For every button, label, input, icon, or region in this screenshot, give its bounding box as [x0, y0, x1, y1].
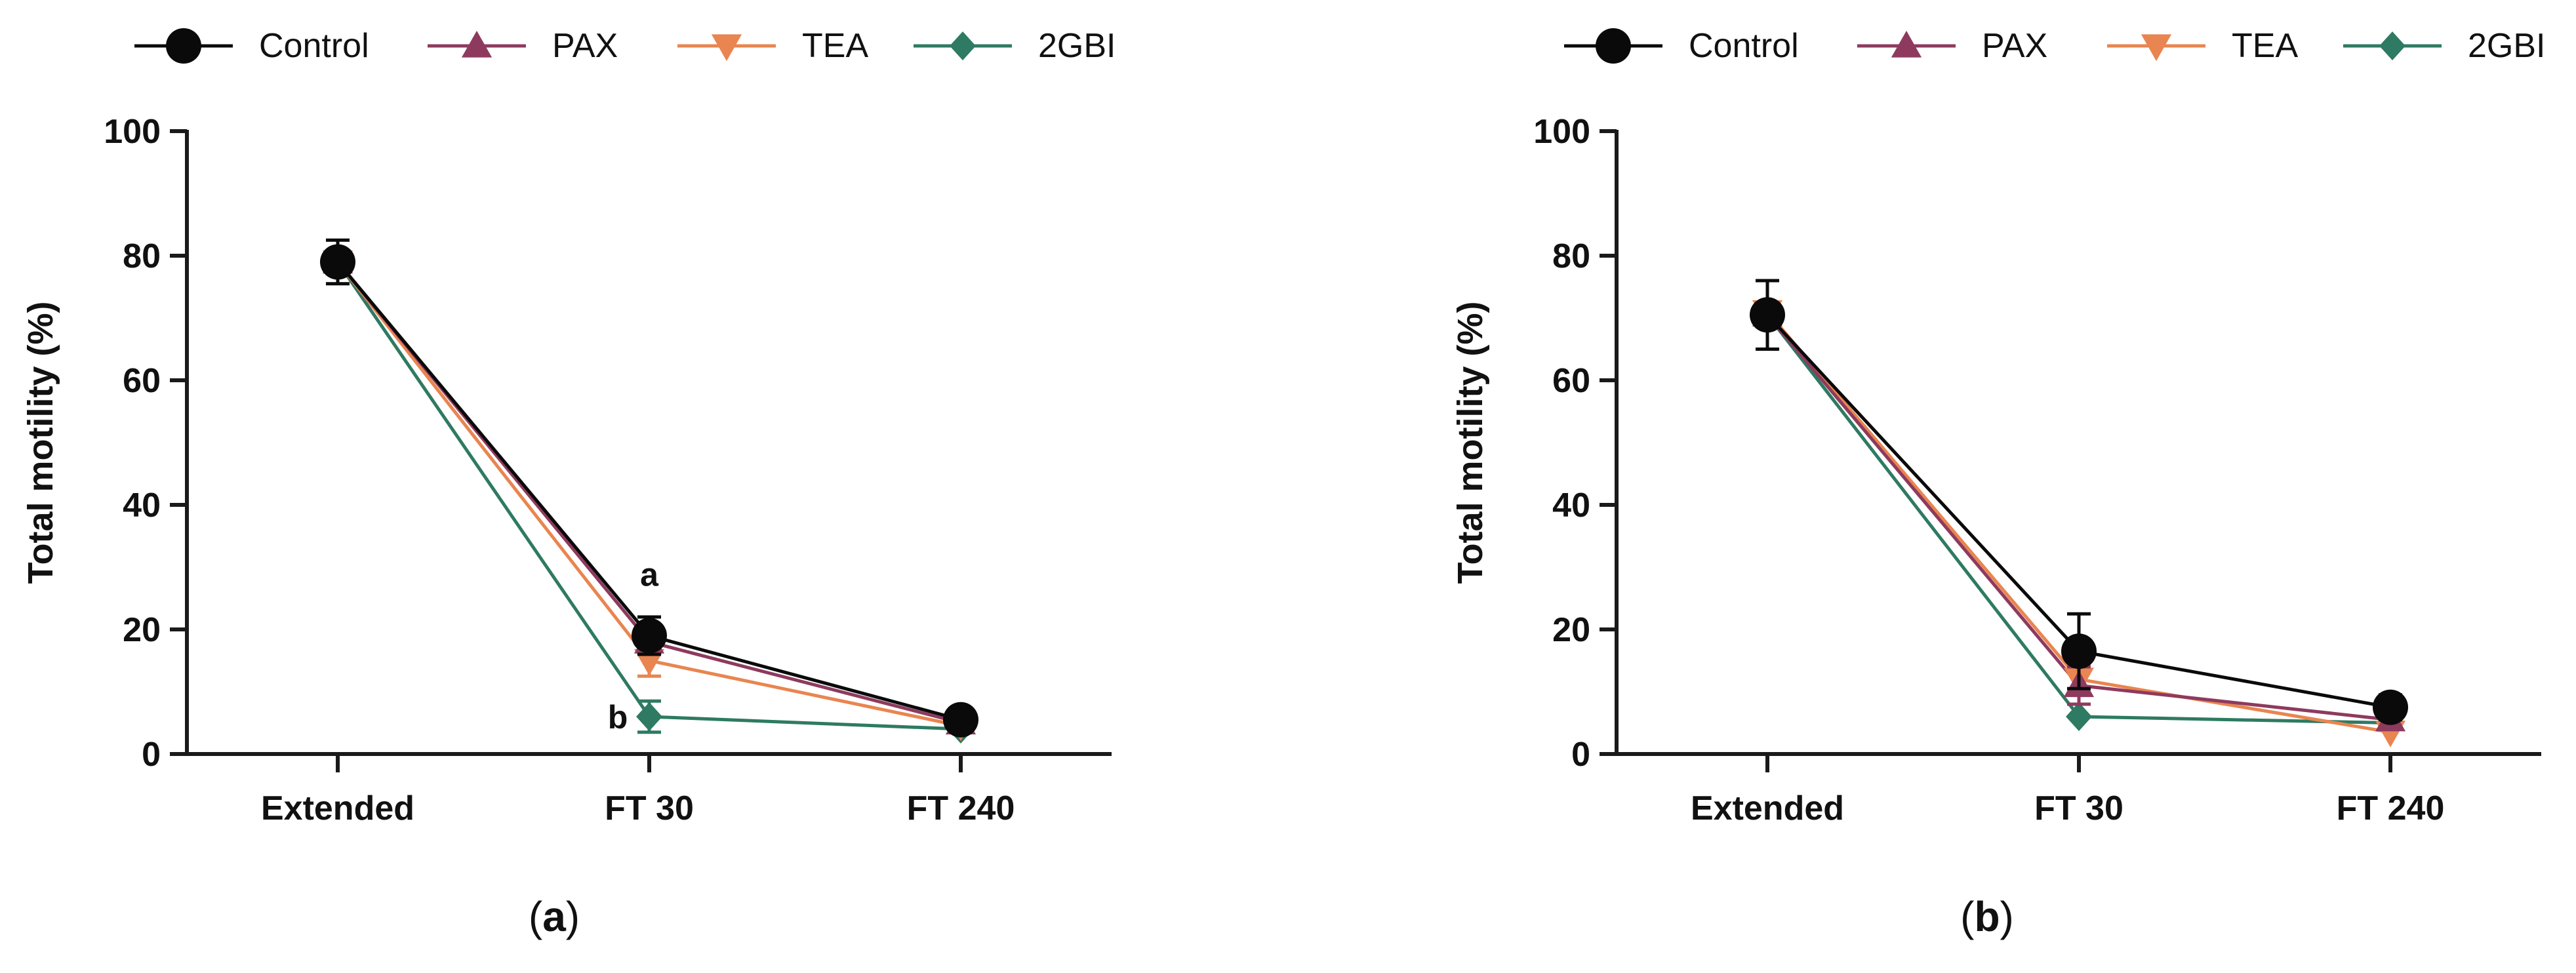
panel-caption: (a) — [529, 893, 580, 940]
y-tick-label: 40 — [123, 486, 161, 525]
legend-marker-triangle-down — [711, 34, 742, 62]
series-control — [320, 238, 978, 738]
legend-label: 2GBI — [2468, 27, 2546, 65]
data-point-control-ft-240 — [943, 702, 978, 738]
legend-item-pax: PAX — [428, 27, 618, 65]
data-point-control-ft-30 — [2061, 633, 2097, 669]
legend-label: TEA — [802, 27, 868, 65]
legend-item-tea: TEA — [677, 27, 868, 65]
data-point-2gbi-ft-30 — [2066, 702, 2092, 732]
legend-label: PAX — [1982, 27, 2047, 65]
y-tick-label: 60 — [123, 362, 161, 400]
y-tick-label: 100 — [1533, 113, 1590, 151]
y-tick-label: 0 — [142, 736, 161, 774]
y-tick-label: 20 — [1552, 611, 1590, 649]
legend-label: Control — [259, 27, 369, 65]
annotation-label: b — [608, 699, 628, 736]
legend-marker-diamond — [950, 31, 976, 61]
x-tick-label-ft-240: FT 240 — [2337, 789, 2445, 827]
data-point-control-ft-30 — [632, 618, 667, 654]
y-axis-label: Total motility (%) — [1451, 302, 1490, 584]
legend-marker-triangle-up — [1891, 30, 1922, 58]
x-tick-label-ft-30: FT 30 — [605, 789, 694, 827]
legend-label: PAX — [552, 27, 618, 65]
x-tick-label-extended: Extended — [261, 789, 414, 827]
x-tick-label-extended: Extended — [1691, 789, 1844, 827]
y-tick-label: 80 — [123, 237, 161, 275]
chart-panel-b: Control PAX TEA 2GBI 0 20 40 60 80 100 Total motil… — [1451, 27, 2546, 940]
series-tea — [322, 250, 976, 742]
data-point-control-ft-240 — [2373, 689, 2408, 725]
legend-label: TEA — [2232, 27, 2298, 65]
legend-label: 2GBI — [1038, 27, 1116, 65]
y-tick-label: 0 — [1571, 736, 1590, 774]
legend-label: Control — [1689, 27, 1799, 65]
y-tick-label: 100 — [104, 113, 161, 151]
legend-marker-diamond — [2379, 31, 2405, 61]
legend-item-2gbi: 2GBI — [914, 27, 1116, 65]
x-tick-label-ft-30: FT 30 — [2034, 789, 2123, 827]
legend-marker-triangle-up — [461, 30, 493, 58]
data-point-2gbi-ft-30 — [636, 702, 662, 732]
series-control — [1750, 279, 2408, 725]
panel-caption: (b) — [1960, 893, 2014, 940]
legend-item-tea: TEA — [2107, 27, 2298, 65]
x-tick-label-ft-240: FT 240 — [907, 789, 1015, 827]
legend: Control PAX TEA 2GBI — [1564, 27, 2546, 65]
y-axis-label: Total motility (%) — [21, 302, 60, 584]
y-tick-label: 60 — [1552, 362, 1590, 400]
legend-item-pax: PAX — [1857, 27, 2047, 65]
annotation-label: a — [640, 557, 659, 593]
data-point-control-extended — [1750, 297, 1785, 333]
y-tick-label: 20 — [123, 611, 161, 649]
legend-marker-triangle-down — [2141, 34, 2172, 62]
y-tick-label: 80 — [1552, 237, 1590, 275]
data-point-control-extended — [320, 244, 355, 280]
chart-panel-a: Control PAX TEA 2GBI 0 20 40 60 80 100 Total motil… — [21, 27, 1116, 940]
legend-item-control: Control — [1564, 27, 1799, 65]
legend-item-2gbi: 2GBI — [2343, 27, 2546, 65]
legend-marker-circle — [166, 28, 201, 64]
legend-item-control: Control — [134, 27, 369, 65]
y-tick-label: 40 — [1552, 486, 1590, 525]
legend-marker-circle — [1596, 28, 1631, 64]
legend: Control PAX TEA 2GBI — [134, 27, 1116, 65]
